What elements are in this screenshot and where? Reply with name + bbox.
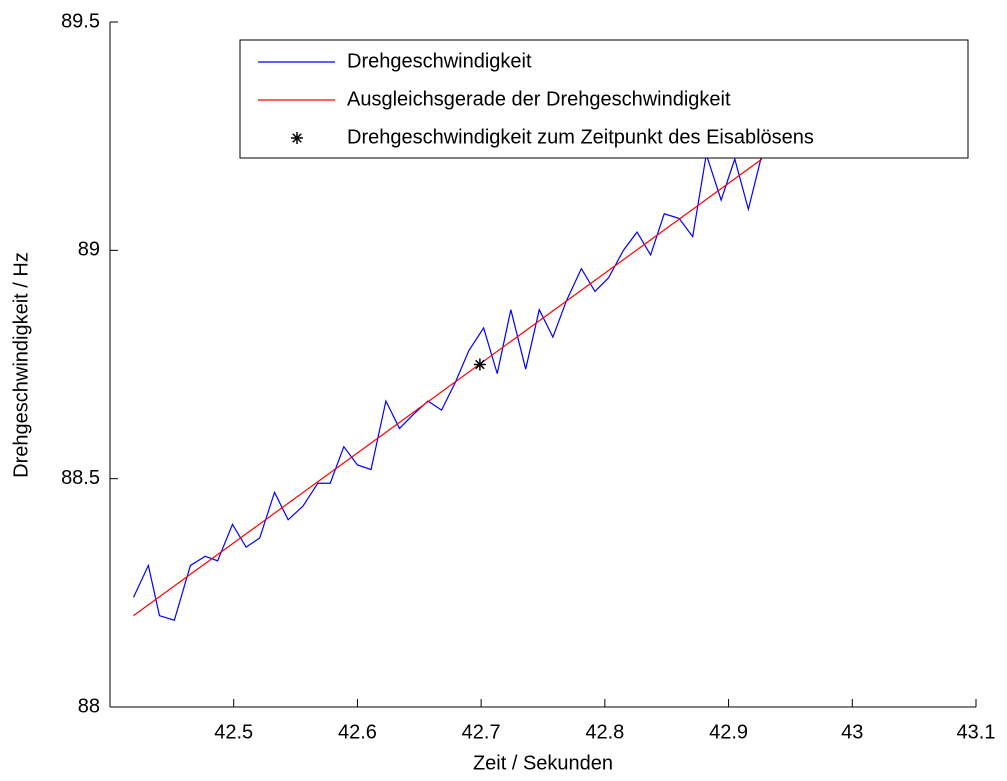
y-axis-label: Drehgeschwindigkeit / Hz — [10, 252, 32, 478]
legend-box — [239, 39, 969, 159]
y-tick-label: 89 — [78, 239, 100, 261]
x-tick-label: 43.1 — [957, 721, 996, 743]
y-tick-label: 88 — [78, 695, 100, 717]
legend-label: Drehgeschwindigkeit — [347, 50, 532, 72]
x-tick-label: 42.9 — [709, 721, 748, 743]
y-tick-label: 89.5 — [61, 10, 100, 32]
legend-marker — [291, 132, 303, 144]
x-tick-label: 42.7 — [462, 721, 501, 743]
x-axis-label: Zeit / Sekunden — [473, 752, 613, 774]
x-tick-label: 42.5 — [214, 721, 253, 743]
x-tick-label: 43 — [841, 721, 863, 743]
legend-label: Drehgeschwindigkeit zum Zeitpunkt des Ei… — [347, 126, 814, 148]
x-tick-label: 42.8 — [585, 721, 624, 743]
legend-label: Ausgleichsgerade der Drehgeschwindigkeit — [347, 88, 731, 110]
data-marker — [473, 358, 486, 371]
y-tick-label: 88.5 — [61, 467, 100, 489]
data-line — [133, 158, 763, 617]
x-tick-label: 42.6 — [338, 721, 377, 743]
